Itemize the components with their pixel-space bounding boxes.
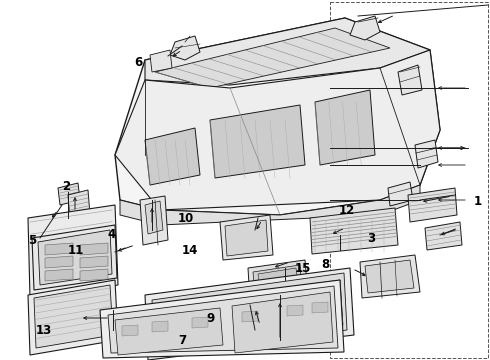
Polygon shape (415, 140, 438, 168)
Polygon shape (115, 308, 223, 355)
Text: 14: 14 (182, 243, 198, 257)
Polygon shape (115, 50, 440, 210)
Polygon shape (28, 205, 118, 298)
Polygon shape (122, 325, 138, 336)
Circle shape (163, 306, 187, 330)
Polygon shape (120, 185, 420, 225)
Text: 11: 11 (68, 243, 84, 257)
Polygon shape (38, 230, 112, 285)
Polygon shape (248, 260, 308, 302)
Text: 5: 5 (28, 234, 36, 247)
Circle shape (256, 233, 266, 243)
Polygon shape (145, 201, 163, 234)
Polygon shape (210, 105, 305, 178)
Polygon shape (45, 243, 73, 255)
Polygon shape (34, 285, 113, 348)
Polygon shape (408, 188, 457, 222)
Text: 2: 2 (62, 180, 70, 193)
Polygon shape (312, 302, 328, 313)
Polygon shape (115, 18, 440, 215)
Polygon shape (32, 225, 117, 290)
Polygon shape (232, 292, 333, 353)
Text: 7: 7 (178, 333, 186, 346)
Polygon shape (80, 256, 108, 268)
Polygon shape (350, 16, 380, 40)
Polygon shape (152, 273, 347, 355)
Polygon shape (192, 317, 208, 328)
Polygon shape (28, 280, 118, 355)
Polygon shape (45, 269, 73, 281)
Polygon shape (68, 190, 90, 220)
Polygon shape (155, 28, 390, 88)
Polygon shape (360, 255, 420, 298)
Text: 3: 3 (367, 231, 375, 244)
Polygon shape (108, 286, 338, 353)
Text: 13: 13 (36, 324, 52, 337)
Polygon shape (145, 268, 354, 360)
Circle shape (308, 288, 332, 312)
Polygon shape (220, 215, 273, 260)
Polygon shape (152, 321, 168, 332)
Polygon shape (425, 222, 462, 250)
Text: 15: 15 (295, 261, 311, 274)
Text: 1: 1 (474, 194, 482, 207)
Polygon shape (365, 260, 414, 293)
Polygon shape (225, 220, 268, 256)
Polygon shape (258, 268, 298, 294)
Circle shape (243, 233, 253, 243)
Text: 12: 12 (339, 203, 355, 216)
Polygon shape (100, 280, 344, 358)
Polygon shape (80, 243, 108, 255)
Polygon shape (252, 280, 343, 336)
Polygon shape (388, 182, 413, 206)
Polygon shape (170, 36, 200, 60)
Circle shape (230, 233, 240, 243)
Polygon shape (310, 208, 398, 254)
Polygon shape (140, 196, 168, 245)
Polygon shape (242, 311, 258, 322)
Polygon shape (145, 128, 200, 185)
Polygon shape (80, 269, 108, 281)
Polygon shape (145, 18, 430, 85)
Text: 10: 10 (178, 212, 194, 225)
Polygon shape (287, 305, 303, 316)
Polygon shape (150, 50, 172, 72)
Polygon shape (45, 256, 73, 268)
Circle shape (208, 300, 232, 324)
Polygon shape (315, 90, 375, 165)
Text: 9: 9 (206, 311, 214, 324)
Polygon shape (58, 183, 80, 205)
Text: 4: 4 (108, 228, 116, 240)
Circle shape (263, 294, 287, 318)
Polygon shape (253, 265, 302, 297)
Text: 6: 6 (134, 55, 142, 68)
Polygon shape (398, 65, 422, 95)
Polygon shape (158, 295, 243, 335)
Text: 8: 8 (321, 258, 329, 271)
